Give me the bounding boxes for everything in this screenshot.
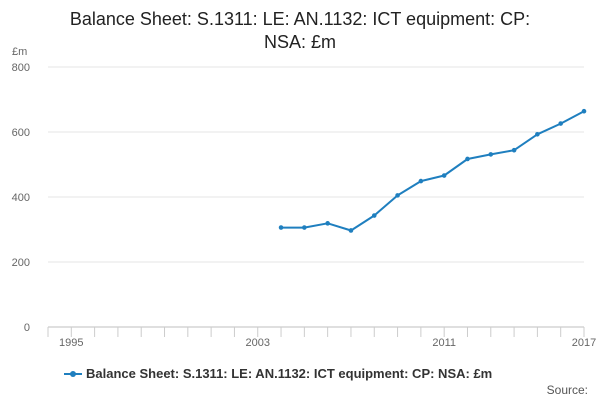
data-point[interactable] xyxy=(488,152,494,157)
data-point[interactable] xyxy=(465,156,470,162)
data-point[interactable] xyxy=(371,213,377,218)
data-point[interactable] xyxy=(535,131,540,137)
y-tick-label: 0 xyxy=(24,322,30,334)
x-tick-label: 1995 xyxy=(59,337,83,349)
data-point[interactable] xyxy=(278,225,284,230)
series-group xyxy=(278,108,587,233)
source-label: Source: xyxy=(546,383,588,397)
series-line-0 xyxy=(280,110,585,232)
data-point[interactable] xyxy=(302,225,307,230)
data-point[interactable] xyxy=(511,147,517,153)
y-tick-label: 400 xyxy=(12,192,30,204)
chart-title-line-2: NSA: £m xyxy=(263,32,337,52)
data-point[interactable] xyxy=(558,121,563,126)
data-point[interactable] xyxy=(395,193,400,198)
x-tick-label: 2011 xyxy=(432,337,456,349)
data-point[interactable] xyxy=(325,221,330,226)
y-axis-tick-labels: 0 200 400 600 800 xyxy=(12,62,30,334)
data-point[interactable] xyxy=(348,228,354,233)
x-tick-label: 2003 xyxy=(245,337,269,349)
chart-title-line-1: Balance Sheet: S.1311: LE: AN.1132: ICT … xyxy=(69,9,531,29)
data-point[interactable] xyxy=(441,173,447,178)
chart-title: Balance Sheet: S.1311: LE: AN.1132: ICT … xyxy=(0,8,600,54)
data-point[interactable] xyxy=(418,178,424,184)
legend-line-marker-icon xyxy=(64,369,82,379)
y-tick-label: 600 xyxy=(12,127,30,139)
x-axis-tick-labels: 1995 2003 2011 2017 xyxy=(59,337,596,349)
legend[interactable]: Balance Sheet: S.1311: LE: AN.1132: ICT … xyxy=(64,366,492,381)
y-axis-unit-label: £m xyxy=(12,46,27,58)
x-axis-ticks xyxy=(47,327,585,337)
legend-entry-label: Balance Sheet: S.1311: LE: AN.1132: ICT … xyxy=(86,366,493,381)
y-tick-label: 800 xyxy=(12,62,30,74)
y-tick-label: 200 xyxy=(12,257,30,269)
x-tick-label: 2017 xyxy=(572,337,596,349)
data-point[interactable] xyxy=(581,108,587,114)
gridlines xyxy=(48,66,584,328)
